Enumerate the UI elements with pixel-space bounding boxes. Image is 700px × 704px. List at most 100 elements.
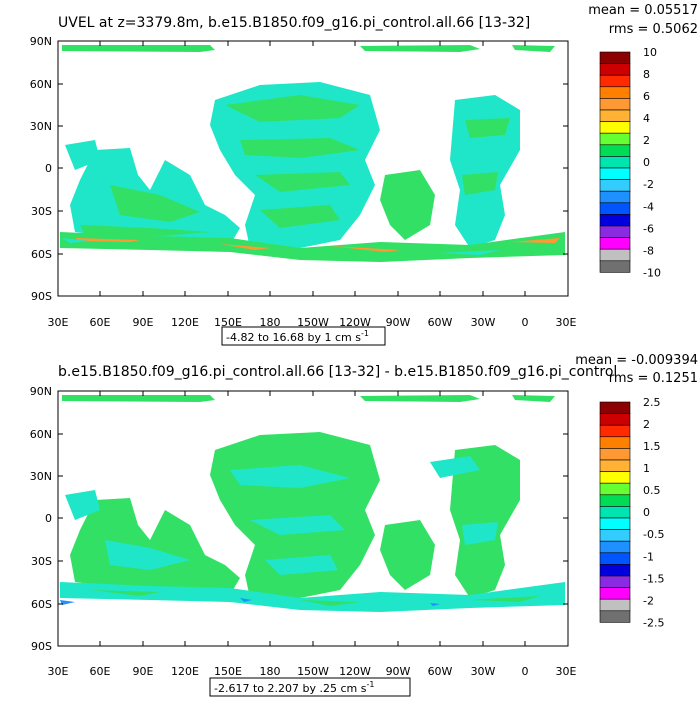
top-lon-tick: 120E	[171, 316, 199, 329]
bottom-range-sup: -1	[366, 680, 374, 689]
top-southern-ocean	[60, 232, 565, 262]
bottom-lat-tick: 60N	[30, 428, 52, 441]
svg-text:-4.82 to 16.68 by 1 cm s-1: -4.82 to 16.68 by 1 cm s-1	[226, 329, 369, 344]
colorbar-swatch	[599, 225, 631, 238]
bottom-panel: b.e15.B1850.f09_g16.pi_control.all.66 [1…	[30, 353, 698, 697]
bottom-lon-tick: 90E	[133, 665, 154, 678]
colorbar-swatch	[599, 167, 631, 180]
top-lat-tick: 90S	[31, 290, 52, 303]
bottom-lat-tick: 90N	[30, 385, 52, 398]
bottom-atlantic-ocean	[450, 445, 520, 598]
bottom-lon-tick: 150E	[214, 665, 242, 678]
colorbar-swatch	[599, 144, 631, 157]
colorbar-swatch	[599, 202, 631, 215]
bottom-lat-axis: 90N 60N 30N 0 30S 60S 90S	[30, 385, 568, 653]
top-lon-tick: 60E	[90, 316, 111, 329]
top-map: 90N 60N 30N 0 30S 60S 90S 30E 60E 90E 12…	[30, 35, 577, 329]
bottom-arctic-ocean	[62, 395, 555, 402]
top-lon-tick: 90E	[133, 316, 154, 329]
colorbar-swatch	[599, 436, 631, 449]
colorbar-swatch	[599, 610, 631, 623]
top-lon-axis: 30E 60E 90E 120E 150E 180 150W 120W 90W …	[48, 41, 577, 329]
top-lat-axis: 90N 60N 30N 0 30S 60S 90S	[30, 35, 568, 303]
bottom-colorbar: 2.5 2 1.5 1 0.5 0 -0.5 -1 -1.5 -2 -2.5	[599, 396, 664, 629]
top-lon-tick: 30E	[48, 316, 69, 329]
bottom-lat-tick: 90S	[31, 640, 52, 653]
top-lat-tick: 60N	[30, 78, 52, 91]
colorbar-swatch	[599, 237, 631, 250]
colorbar-swatch	[599, 63, 631, 76]
colorbar-swatch	[599, 575, 631, 588]
colorbar-label: -6	[643, 222, 654, 235]
top-rms: rms = 0.5062	[609, 22, 698, 37]
top-arctic-ocean	[62, 45, 555, 52]
colorbar-swatch	[599, 587, 631, 600]
colorbar-label: -4	[643, 200, 654, 213]
top-mean: mean = 0.05517	[588, 3, 698, 18]
colorbar-label: 6	[643, 90, 650, 103]
colorbar-label: 2	[643, 134, 650, 147]
colorbar-label: 1	[643, 462, 650, 475]
colorbar-swatch	[599, 98, 631, 111]
colorbar-swatch	[599, 190, 631, 204]
colorbar-swatch	[599, 598, 631, 612]
colorbar-swatch	[599, 179, 631, 192]
colorbar-swatch	[599, 413, 631, 426]
svg-text:-2.617 to 2.207 by .25 cm s-1: -2.617 to 2.207 by .25 cm s-1	[214, 680, 374, 695]
bottom-lat-tick: 0	[45, 512, 52, 525]
bottom-lon-tick: 60E	[90, 665, 111, 678]
colorbar-label: -2.5	[643, 616, 664, 629]
top-lat-tick: 90N	[30, 35, 52, 48]
bottom-title: b.e15.B1850.f09_g16.pi_control.all.66 [1…	[58, 364, 617, 380]
colorbar-label: 0.5	[643, 484, 661, 497]
top-lon-tick: 30W	[471, 316, 496, 329]
top-range-text: -4.82 to 16.68 by 1 cm s	[226, 331, 361, 344]
bottom-lon-tick: 120E	[171, 665, 199, 678]
colorbar-label: 0	[643, 156, 650, 169]
colorbar-label: 2.5	[643, 396, 661, 409]
top-lat-tick: 30S	[31, 205, 52, 218]
bottom-range-text: -2.617 to 2.207 by .25 cm s	[214, 682, 367, 695]
bottom-lat-tick: 30N	[30, 470, 52, 483]
colorbar-label: -1.5	[643, 572, 664, 585]
colorbar-swatch	[599, 109, 631, 122]
colorbar-swatch	[599, 482, 631, 496]
colorbar-swatch	[599, 248, 631, 262]
colorbar-swatch	[599, 132, 631, 146]
bottom-range-label: -2.617 to 2.207 by .25 cm s-1	[209, 677, 411, 697]
top-lon-tick: 30E	[556, 316, 577, 329]
top-lon-tick: 180	[260, 316, 281, 329]
colorbar-swatch	[599, 424, 631, 438]
colorbar-swatch	[599, 529, 631, 542]
bottom-lon-tick: 0	[522, 665, 529, 678]
top-lon-tick: 150E	[214, 316, 242, 329]
top-lat-tick: 0	[45, 162, 52, 175]
colorbar-swatch	[599, 564, 631, 577]
colorbar-label: 2	[643, 418, 650, 431]
colorbar-swatch	[599, 260, 631, 273]
bottom-lon-tick: 60W	[428, 665, 453, 678]
colorbar-label: -2	[643, 178, 654, 191]
colorbar-label: -8	[643, 244, 654, 257]
bottom-lon-tick: 150W	[297, 665, 329, 678]
colorbar-swatch	[599, 448, 631, 461]
bottom-southern-ocean	[60, 582, 565, 612]
colorbar-swatch	[599, 459, 631, 472]
bottom-lat-tick: 60S	[31, 598, 52, 611]
colorbar-label: -0.5	[643, 528, 664, 541]
bottom-lon-tick: 30E	[48, 665, 69, 678]
top-lon-tick: 150W	[297, 316, 329, 329]
colorbar-label: -10	[643, 266, 661, 279]
top-lon-tick: 60W	[428, 316, 453, 329]
bottom-lon-axis: 30E 60E 90E 120E 150E 180 150W 120W 90W …	[48, 391, 577, 678]
top-lon-tick: 0	[522, 316, 529, 329]
colorbar-label: -2	[643, 594, 654, 607]
top-panel: UVEL at z=3379.8m, b.e15.B1850.f09_g16.p…	[30, 3, 698, 346]
colorbar-label: 10	[643, 46, 657, 59]
bottom-lon-tick: 90W	[386, 665, 411, 678]
colorbar-swatch	[599, 494, 631, 507]
bottom-indian-ocean	[70, 498, 240, 595]
bottom-lon-tick: 30E	[556, 665, 577, 678]
colorbar-label: 1.5	[643, 440, 661, 453]
colorbar-label: 0	[643, 506, 650, 519]
